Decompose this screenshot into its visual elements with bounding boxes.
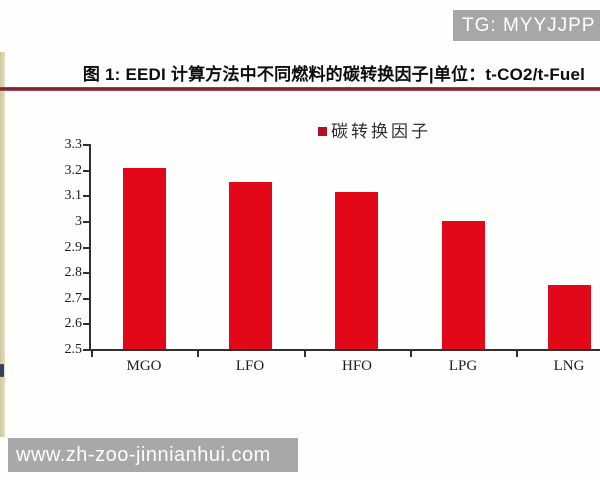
y-axis-tick-label: 3.2 xyxy=(64,162,83,178)
page-edge-strip xyxy=(0,52,5,437)
x-axis-label-mgo: MGO xyxy=(126,358,162,374)
y-axis-tick-label: 3 xyxy=(75,213,82,229)
x-axis-tick xyxy=(516,351,519,357)
y-axis-tick xyxy=(83,169,90,172)
telegram-watermark-text: TG: MYYJJPP xyxy=(462,15,596,36)
figure-caption: 图 1: EEDI 计算方法中不同燃料的碳转换因子|单位：t-CO2/t-Fue… xyxy=(82,65,586,84)
y-axis-tick xyxy=(83,349,90,351)
y-axis-tick-label: 3.1 xyxy=(64,188,83,204)
x-axis-label-lpg: LPG xyxy=(448,358,478,374)
site-watermark-badge: www.zh-zoo-jinnianhui.com xyxy=(8,438,298,472)
y-axis-tick-label: 2.5 xyxy=(64,342,83,357)
legend-label: 碳转换因子 xyxy=(331,122,431,141)
chart-legend: 碳转换因子 xyxy=(318,122,431,141)
x-axis-label-lng: LNG xyxy=(553,358,585,374)
y-axis-tick xyxy=(83,195,90,198)
x-axis-tick xyxy=(91,351,93,357)
y-axis-tick xyxy=(83,246,90,249)
x-axis-tick xyxy=(197,351,200,357)
bar-lfo xyxy=(229,182,272,349)
bar-mgo xyxy=(123,168,166,349)
x-axis-line xyxy=(89,349,600,351)
site-watermark-text: www.zh-zoo-jinnianhui.com xyxy=(16,444,271,466)
y-axis-tick xyxy=(83,272,90,275)
y-axis-line xyxy=(89,144,91,351)
x-axis-tick xyxy=(303,351,306,357)
legend-swatch-icon xyxy=(318,127,327,136)
y-axis-tick-label: 2.6 xyxy=(64,316,83,332)
y-axis-tick-label: 3.3 xyxy=(64,137,83,152)
x-axis-label-hfo: HFO xyxy=(341,358,372,374)
bar-lng xyxy=(548,285,591,349)
y-axis-tick-label: 2.8 xyxy=(64,265,83,281)
x-axis-label-lfo: LFO xyxy=(235,358,265,374)
y-axis-tick xyxy=(83,297,90,300)
y-axis-tick xyxy=(83,323,90,326)
bar-lpg xyxy=(442,221,485,349)
y-axis-tick xyxy=(83,144,90,146)
telegram-watermark-badge: TG: MYYJJPP xyxy=(453,10,600,41)
caption-rule xyxy=(0,87,600,91)
y-axis-tick xyxy=(83,220,90,223)
y-axis-tick-label: 2.9 xyxy=(64,239,83,255)
y-axis-tick-label: 2.7 xyxy=(64,290,83,306)
page-edge-mark xyxy=(0,364,4,377)
x-axis-tick xyxy=(409,351,412,357)
bar-hfo xyxy=(335,192,378,349)
